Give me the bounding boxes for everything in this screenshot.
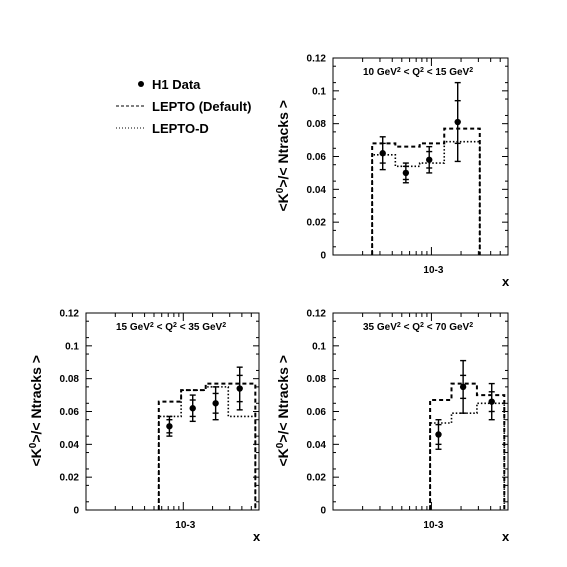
data-point — [212, 400, 219, 407]
legend-label-lepto-d: LEPTO-D — [152, 121, 209, 136]
data-point — [379, 150, 386, 157]
series-lepto-default — [429, 382, 506, 510]
data-point — [236, 385, 243, 392]
data-point — [488, 398, 495, 405]
chart-panels: 0 0.02 0.04 0.06 0.08 0.1 0.12 10-3 x <K0>/< Ntra… — [28, 54, 511, 545]
y-axis-label: <K0>/< Ntracks > — [275, 355, 292, 466]
chart-panel-3: 0 0.02 0.04 0.06 0.08 0.1 0.12 10-3 x <K0>/< Ntra… — [275, 309, 511, 545]
data-point — [435, 431, 442, 438]
legend-label-lepto-default: LEPTO (Default) — [152, 99, 251, 114]
panel-title: 15 GeV2 < Q2 < 35 GeV2 — [116, 322, 226, 334]
data-point — [402, 169, 410, 177]
y-tick-label: 0 — [73, 506, 79, 517]
y-tick-label: 0.08 — [307, 374, 327, 385]
series-lepto-default — [157, 382, 257, 510]
x-axis-label: x — [502, 274, 510, 289]
y-tick-label: 0.06 — [60, 407, 80, 418]
plot-frame — [85, 312, 260, 511]
y-tick-label: 0.1 — [312, 341, 326, 352]
panel-title: 35 GeV2 < Q2 < 70 GeV2 — [363, 322, 473, 334]
series-lepto-default — [371, 127, 481, 255]
data-point — [189, 405, 196, 412]
x-axis-label: x — [253, 529, 261, 544]
y-tick-label: 0.04 — [60, 440, 80, 451]
data-point — [426, 156, 433, 163]
y-tick-label: 0.04 — [307, 440, 327, 451]
x-tick-label: 10-3 — [175, 520, 195, 531]
panel-title: 10 GeV2 < Q2 < 15 GeV2 — [363, 67, 473, 79]
y-axis-label-group: <K0>/< Ntracks > — [28, 355, 45, 466]
y-axis-label-group: <K0>/< Ntracks > — [275, 355, 292, 466]
y-axis-label-group: <K0>/< Ntracks > — [275, 100, 292, 211]
legend: H1 Data LEPTO (Default) LEPTO-D — [116, 77, 251, 136]
y-tick-label: 0.08 — [60, 374, 80, 385]
chart-panel-2: 0 0.02 0.04 0.06 0.08 0.1 0.12 10-3 x <K0>/< Ntra… — [28, 309, 262, 545]
y-axis-label: <K0>/< Ntracks > — [275, 100, 292, 211]
series-lepto-d — [371, 140, 481, 255]
chart-panel-1: 0 0.02 0.04 0.06 0.08 0.1 0.12 10-3 x <K0>/< Ntra… — [275, 54, 511, 290]
y-tick-label: 0.12 — [307, 54, 327, 65]
data-point — [454, 118, 461, 126]
y-tick-label: 0.06 — [307, 152, 327, 163]
y-tick-label: 0.02 — [307, 473, 327, 484]
y-tick-label: 0.1 — [312, 86, 326, 97]
legend-marker-h1-data — [138, 81, 144, 87]
series-lepto-d — [157, 386, 257, 510]
y-tick-label: 0.02 — [60, 473, 80, 484]
y-tick-label: 0.02 — [307, 218, 327, 229]
y-tick-label: 0.12 — [60, 309, 80, 320]
x-tick-label: 10-3 — [423, 520, 443, 531]
plot-frame — [332, 312, 509, 511]
y-tick-label: 0.06 — [307, 407, 327, 418]
y-tick-label: 0 — [320, 251, 326, 262]
data-point — [459, 383, 467, 391]
y-tick-label: 0 — [320, 506, 326, 517]
x-axis-label: x — [502, 529, 510, 544]
plot-frame — [332, 57, 509, 256]
y-tick-label: 0.1 — [65, 341, 79, 352]
y-axis-label: <K0>/< Ntracks > — [28, 355, 45, 466]
data-point — [166, 423, 173, 430]
legend-label-h1-data: H1 Data — [152, 77, 201, 92]
y-tick-label: 0.08 — [307, 119, 327, 130]
y-tick-label: 0.04 — [307, 185, 327, 196]
y-tick-label: 0.12 — [307, 309, 327, 320]
x-tick-label: 10-3 — [423, 265, 443, 276]
